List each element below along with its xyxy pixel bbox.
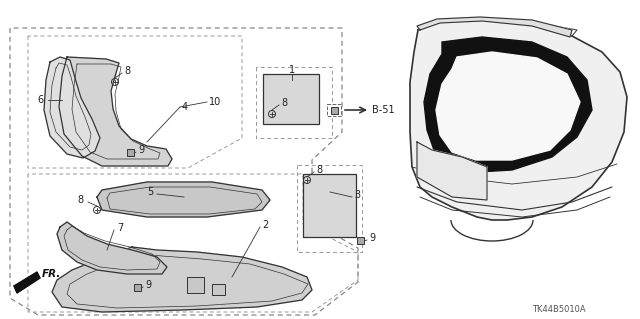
Polygon shape bbox=[52, 247, 312, 312]
Polygon shape bbox=[424, 37, 592, 172]
Text: 9: 9 bbox=[369, 233, 375, 243]
Text: 8: 8 bbox=[78, 195, 84, 205]
Text: 9: 9 bbox=[145, 280, 151, 290]
Polygon shape bbox=[417, 17, 572, 37]
FancyBboxPatch shape bbox=[327, 104, 341, 116]
Text: B-51: B-51 bbox=[372, 105, 395, 115]
Polygon shape bbox=[59, 57, 172, 166]
Polygon shape bbox=[14, 272, 40, 293]
Text: TK44B5010A: TK44B5010A bbox=[532, 306, 586, 315]
Polygon shape bbox=[410, 20, 627, 220]
FancyBboxPatch shape bbox=[263, 74, 319, 124]
FancyBboxPatch shape bbox=[187, 277, 204, 293]
Text: 8: 8 bbox=[124, 66, 130, 76]
Text: 2: 2 bbox=[262, 220, 268, 230]
Polygon shape bbox=[97, 182, 270, 217]
Text: 4: 4 bbox=[182, 102, 188, 112]
Polygon shape bbox=[417, 142, 487, 200]
Text: 8: 8 bbox=[316, 165, 322, 175]
Text: 1: 1 bbox=[289, 65, 295, 75]
FancyBboxPatch shape bbox=[356, 236, 364, 243]
FancyBboxPatch shape bbox=[127, 149, 134, 155]
Text: FR.: FR. bbox=[42, 269, 61, 279]
Polygon shape bbox=[44, 57, 100, 158]
FancyBboxPatch shape bbox=[330, 107, 337, 114]
Polygon shape bbox=[436, 52, 580, 160]
Text: 9: 9 bbox=[138, 145, 144, 155]
Text: 6: 6 bbox=[38, 95, 44, 105]
FancyBboxPatch shape bbox=[303, 174, 356, 237]
Polygon shape bbox=[57, 222, 167, 274]
Text: 8: 8 bbox=[281, 98, 287, 108]
FancyBboxPatch shape bbox=[212, 284, 225, 295]
Text: 10: 10 bbox=[209, 97, 221, 107]
Text: 3: 3 bbox=[354, 190, 360, 200]
FancyBboxPatch shape bbox=[134, 284, 141, 291]
Text: 5: 5 bbox=[147, 187, 153, 197]
Text: 7: 7 bbox=[117, 223, 124, 233]
